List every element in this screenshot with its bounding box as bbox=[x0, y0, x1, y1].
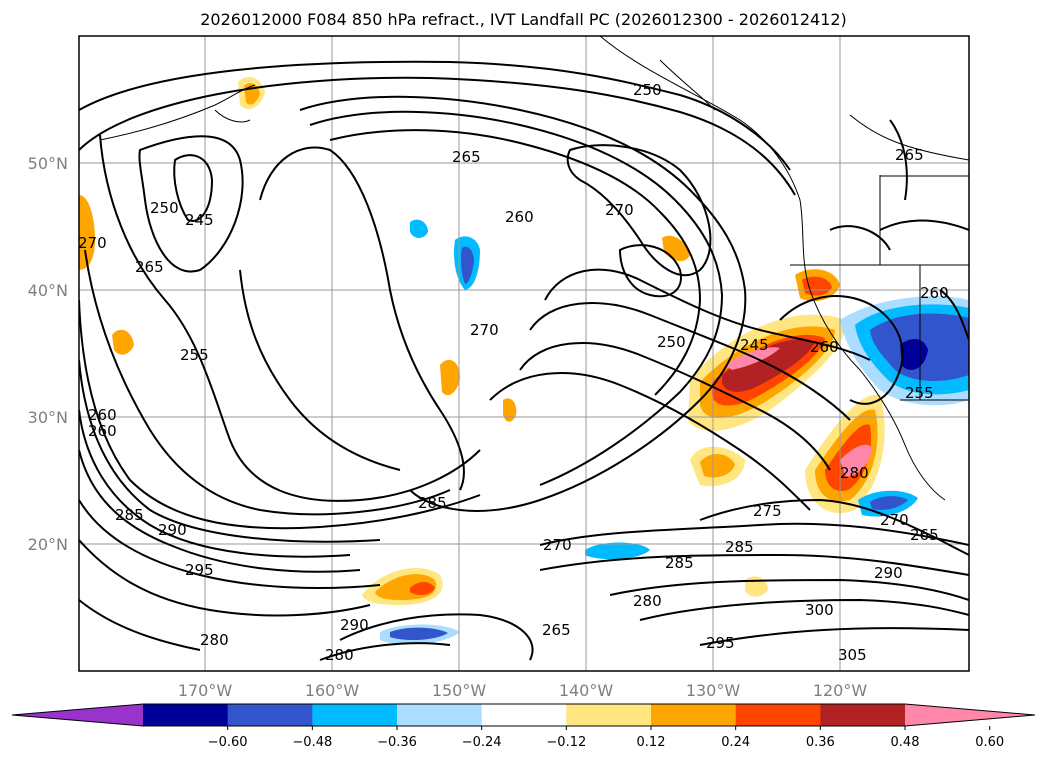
contour-label: 260 bbox=[810, 338, 839, 356]
contour-label: 270 bbox=[543, 536, 572, 554]
positive-blob-35n bbox=[112, 329, 134, 355]
contour-label: 305 bbox=[838, 646, 867, 664]
contour-label: 285 bbox=[725, 538, 754, 556]
lat-label: 30°N bbox=[28, 408, 68, 427]
colorbar-box bbox=[651, 704, 737, 726]
contour-label: 280 bbox=[633, 592, 662, 610]
colorbar-box bbox=[312, 704, 398, 726]
colorbar-extend-high bbox=[905, 704, 1035, 726]
positive-blob-hawaii-3 bbox=[410, 582, 435, 596]
negative-blob-tiny2 bbox=[410, 219, 428, 238]
contour-label: 295 bbox=[706, 634, 735, 652]
positive-blob-mid3 bbox=[503, 398, 517, 422]
contour-label: 285 bbox=[665, 554, 694, 572]
colorbar-tick-label: −0.36 bbox=[377, 735, 417, 750]
contour-label: 280 bbox=[325, 646, 354, 664]
contour-label: 260 bbox=[88, 406, 117, 424]
contour-label: 300 bbox=[805, 601, 834, 619]
colorbar-tick-label: 0.48 bbox=[891, 735, 920, 750]
contour-label: 285 bbox=[115, 506, 144, 524]
shaded-field bbox=[79, 77, 969, 645]
colorbar: −0.60 −0.48 −0.36 −0.24 −0.12 0.12 0.24 0.36 0.4… bbox=[11, 703, 1036, 750]
negative-field-east-4 bbox=[900, 338, 928, 370]
contour-label: 280 bbox=[840, 464, 869, 482]
lat-label: 50°N bbox=[28, 154, 68, 173]
contour-lines bbox=[79, 60, 969, 661]
lat-label: 20°N bbox=[28, 535, 68, 554]
contour-label: 270 bbox=[470, 321, 499, 339]
colorbar-outline bbox=[11, 703, 1036, 727]
contour-label: 285 bbox=[418, 494, 447, 512]
contour-label: 280 bbox=[200, 631, 229, 649]
colorbar-tick-label: 0.36 bbox=[806, 735, 835, 750]
longitude-labels: 170°W 160°W 150°W 140°W 130°W 120°W bbox=[178, 681, 868, 700]
contour-label: 250 bbox=[657, 333, 686, 351]
negative-blob-tiny1-2 bbox=[461, 246, 474, 284]
contour-label: 270 bbox=[880, 511, 909, 529]
colorbar-tick-label: −0.24 bbox=[462, 735, 502, 750]
lon-label: 140°W bbox=[559, 681, 614, 700]
colorbar-box bbox=[397, 704, 483, 726]
colorbar-box bbox=[820, 704, 906, 726]
contour-label: 250 bbox=[633, 81, 662, 99]
contour-label: 270 bbox=[605, 201, 634, 219]
contour-label: 265 bbox=[135, 258, 164, 276]
graticule bbox=[79, 36, 969, 671]
colorbar-tick-label: 0.12 bbox=[637, 735, 666, 750]
contour-label: 265 bbox=[452, 148, 481, 166]
positive-blob-north-2 bbox=[802, 276, 832, 296]
colorbar-tick-label: 0.60 bbox=[975, 735, 1004, 750]
positive-blob-south-4 bbox=[840, 444, 872, 477]
lon-label: 120°W bbox=[813, 681, 868, 700]
contour-label: 245 bbox=[740, 336, 769, 354]
colorbar-tick-label: −0.48 bbox=[292, 735, 332, 750]
negative-blob-baja-2 bbox=[870, 496, 908, 510]
lon-label: 160°W bbox=[305, 681, 360, 700]
contour-label: 255 bbox=[180, 346, 209, 364]
lat-label: 40°N bbox=[28, 281, 68, 300]
contour-label: 275 bbox=[753, 502, 782, 520]
colorbar-tick-label: −0.60 bbox=[208, 735, 248, 750]
coastlines bbox=[99, 36, 969, 501]
positive-blob-mid2 bbox=[440, 359, 460, 396]
contour-label: 270 bbox=[78, 234, 107, 252]
lon-label: 170°W bbox=[178, 681, 233, 700]
colorbar-box bbox=[566, 704, 652, 726]
colorbar-box bbox=[735, 704, 821, 726]
positive-band-main-5 bbox=[725, 347, 780, 370]
contour-label: 245 bbox=[185, 211, 214, 229]
contour-labels: 250 265 245 250 265 270 255 260 260 285 … bbox=[78, 81, 949, 664]
contour-label: 255 bbox=[905, 384, 934, 402]
contour-label: 260 bbox=[920, 284, 949, 302]
contour-label: 290 bbox=[340, 616, 369, 634]
contour-label: 260 bbox=[505, 208, 534, 226]
contour-label: 265 bbox=[542, 621, 571, 639]
positive-blob-mid-2 bbox=[700, 453, 735, 478]
negative-blob-sea bbox=[585, 542, 650, 560]
contour-label: 250 bbox=[150, 199, 179, 217]
colorbar-tick-label: 0.24 bbox=[721, 735, 750, 750]
contour-label: 265 bbox=[895, 146, 924, 164]
colorbar-box bbox=[481, 704, 567, 726]
colorbar-box bbox=[143, 704, 229, 726]
plot-border bbox=[78, 35, 970, 672]
contour-label: 265 bbox=[910, 526, 939, 544]
lon-label: 150°W bbox=[432, 681, 487, 700]
contour-label: 290 bbox=[874, 564, 903, 582]
lon-label: 130°W bbox=[686, 681, 741, 700]
colorbar-tick-label: −0.12 bbox=[546, 735, 586, 750]
contour-label: 260 bbox=[88, 422, 117, 440]
contour-label: 295 bbox=[185, 561, 214, 579]
map-title: 2026012000 F084 850 hPa refract., IVT La… bbox=[200, 10, 847, 29]
colorbar-box bbox=[227, 704, 313, 726]
negative-blob-hawaii-2 bbox=[390, 627, 448, 641]
contour-label: 290 bbox=[158, 521, 187, 539]
colorbar-extend-low bbox=[12, 704, 143, 726]
positive-band-main-4 bbox=[722, 339, 815, 392]
positive-blob-west bbox=[79, 195, 95, 270]
latitude-labels: 50°N 40°N 30°N 20°N bbox=[28, 154, 68, 554]
